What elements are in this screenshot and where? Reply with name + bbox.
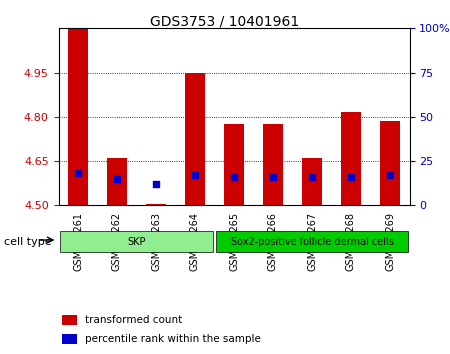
Bar	[302, 158, 322, 205]
Bar	[62, 315, 77, 325]
Point	[308, 174, 315, 180]
Text: transformed count: transformed count	[85, 315, 182, 325]
Bar	[341, 113, 361, 205]
Bar	[68, 28, 88, 205]
Bar	[263, 124, 283, 205]
Point	[270, 174, 277, 180]
Bar	[224, 124, 244, 205]
FancyBboxPatch shape	[60, 231, 212, 252]
Text: SKP: SKP	[127, 236, 146, 247]
Bar	[380, 121, 400, 205]
Text: Sox2-positive follicle dermal cells: Sox2-positive follicle dermal cells	[230, 236, 393, 247]
FancyBboxPatch shape	[216, 231, 408, 252]
Bar	[185, 73, 205, 205]
Point	[347, 174, 355, 180]
Point	[191, 172, 198, 178]
Text: percentile rank within the sample: percentile rank within the sample	[85, 334, 261, 344]
Bar	[146, 204, 166, 205]
Point	[230, 174, 238, 180]
Text: cell type: cell type	[4, 237, 52, 247]
Text: GDS3753 / 10401961: GDS3753 / 10401961	[150, 14, 300, 28]
Bar	[62, 334, 77, 344]
Point	[153, 181, 160, 187]
Bar	[107, 158, 127, 205]
Point	[74, 171, 81, 176]
Point	[387, 172, 394, 178]
Point	[113, 176, 121, 182]
